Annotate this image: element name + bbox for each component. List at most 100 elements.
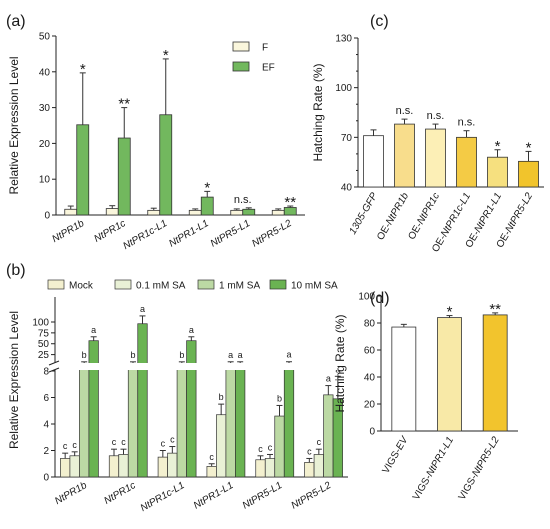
category-label: NtPR1c-L1 xyxy=(139,480,187,514)
legend-label: EF xyxy=(262,63,275,74)
bar xyxy=(487,156,508,188)
letter-label: c xyxy=(170,435,175,445)
y-tick-label: 0 xyxy=(44,211,50,222)
letter-label: c xyxy=(161,439,166,449)
y-axis-label: Hatching Rate (%) xyxy=(333,314,347,412)
bar-EF xyxy=(200,196,214,216)
y-tick-label: 70 xyxy=(341,133,353,144)
letter-label: a xyxy=(326,374,331,384)
significance-label: n.s. xyxy=(396,105,414,117)
bar-1 mM SA xyxy=(274,415,285,478)
bar-Mock xyxy=(206,466,217,478)
legend-swatch xyxy=(47,279,65,290)
bar-F xyxy=(271,209,285,216)
letter-label: a xyxy=(238,350,243,360)
bar-EF xyxy=(159,114,173,216)
y-tick-label: 10 xyxy=(39,175,51,186)
letter-label: c xyxy=(121,437,126,447)
bar-F xyxy=(147,209,161,216)
y-axis-label: Relative Expression Level xyxy=(7,56,21,194)
bar-F xyxy=(64,208,78,216)
bar-Mock xyxy=(108,455,120,478)
y-tick-label: 0 xyxy=(369,427,375,438)
axis-break-mark xyxy=(48,367,60,373)
bar-10 mM SA xyxy=(137,323,148,478)
category-label: VIGS-NtPR5-L2 xyxy=(457,435,502,502)
bar-1 mM SA xyxy=(225,366,236,478)
bar xyxy=(425,128,446,188)
letter-label: a xyxy=(91,325,96,335)
significance-label: * xyxy=(204,179,210,196)
axis-break-mark xyxy=(48,360,60,366)
letter-label: c xyxy=(72,440,77,450)
category-label: NtPR1c-L1 xyxy=(121,218,169,252)
y-axis-label: Relative Expression Level xyxy=(7,311,21,449)
bar-1 mM SA xyxy=(79,366,90,478)
category-label: VIGS-NtPR1-L1 xyxy=(411,435,456,502)
category-label: 1305-GFP xyxy=(348,191,381,237)
y-tick-label: 50 xyxy=(38,339,50,350)
significance-label: * xyxy=(526,139,532,156)
legend-label: F xyxy=(262,43,268,54)
category-label: NtPR5-L1 xyxy=(209,218,253,249)
letter-label: c xyxy=(112,437,117,447)
significance-label: n.s. xyxy=(458,117,476,129)
legend-label: 1 mM SA xyxy=(219,281,260,292)
bar-10 mM SA xyxy=(186,340,197,478)
category-label: OE-NtPR1b xyxy=(375,191,411,243)
axis-break xyxy=(49,363,350,370)
panel-label: (d) xyxy=(370,290,390,307)
bar xyxy=(518,160,539,188)
bar-Mock xyxy=(304,462,315,478)
y-tick-label: 40 xyxy=(39,67,51,78)
y-tick-label: 20 xyxy=(364,400,376,411)
panel-label: (c) xyxy=(370,13,389,30)
y-tick-label: 100 xyxy=(358,292,375,303)
letter-label: b xyxy=(130,350,135,360)
bar-0.1 mM SA xyxy=(313,454,324,478)
bar xyxy=(391,326,417,432)
y-tick-label: 80 xyxy=(364,319,376,330)
bar-F xyxy=(188,209,202,216)
panel-label: (b) xyxy=(6,262,26,279)
bar-Mock xyxy=(157,456,168,478)
legend-swatch xyxy=(269,279,287,290)
y-tick-label: 2 xyxy=(43,446,49,457)
bar xyxy=(456,136,477,188)
letter-label: b xyxy=(179,350,184,360)
letter-label: a xyxy=(140,304,145,314)
letter-label: a xyxy=(189,325,194,335)
letter-label: c xyxy=(63,441,68,451)
letter-label: c xyxy=(258,444,263,454)
panel-b: (b)Relative Expression Level024682550751… xyxy=(6,262,350,514)
letter-label: c xyxy=(317,437,322,447)
significance-label: ** xyxy=(489,301,501,318)
y-tick-label: 50 xyxy=(39,32,51,43)
bar-10 mM SA xyxy=(88,340,99,478)
legend-swatch xyxy=(197,279,215,290)
legend-label: 0.1 mM SA xyxy=(136,281,186,292)
y-tick-label: 0 xyxy=(43,473,49,484)
bar-EF xyxy=(76,124,90,216)
bar-0.1 mM SA xyxy=(118,454,129,478)
significance-label: ** xyxy=(118,96,130,113)
category-label: NtPR5-L2 xyxy=(250,218,294,250)
significance-label: * xyxy=(163,47,169,64)
legend-swatch xyxy=(232,61,250,72)
legend-swatch xyxy=(114,279,132,290)
y-tick-label: 40 xyxy=(364,373,376,384)
legend-label: 10 mM SA xyxy=(291,281,338,292)
bar-EF xyxy=(117,137,131,216)
y-tick-label: 25 xyxy=(38,350,50,361)
y-tick-label: 8 xyxy=(43,367,49,378)
significance-label: * xyxy=(495,138,501,155)
category-label: NtPR1-L1 xyxy=(192,480,236,511)
bar-1 mM SA xyxy=(176,366,187,478)
y-tick-label: 20 xyxy=(39,139,51,150)
bar-0.1 mM SA xyxy=(69,455,80,478)
category-label: VIGS-EV xyxy=(381,434,411,476)
bar-0.1 mM SA xyxy=(167,452,178,478)
bar xyxy=(482,314,508,432)
y-tick-label: 4 xyxy=(43,420,49,431)
